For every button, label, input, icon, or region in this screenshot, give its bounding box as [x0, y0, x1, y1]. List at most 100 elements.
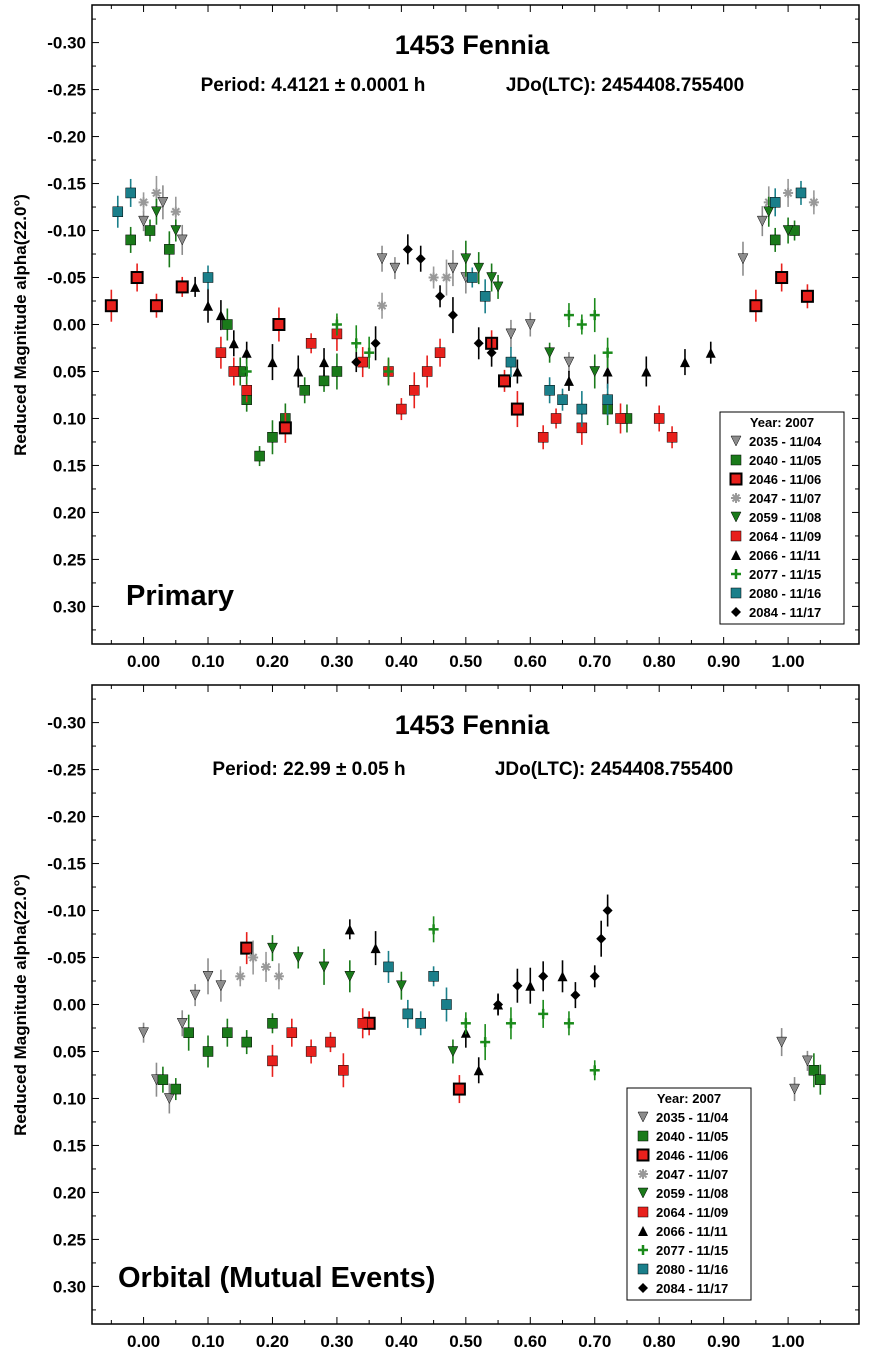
data-point	[512, 980, 523, 991]
data-point	[267, 942, 278, 954]
data-point	[138, 1027, 149, 1039]
data-point	[222, 319, 233, 330]
data-point	[235, 971, 246, 982]
epoch-label: JDo(LTC): 2454408.755400	[506, 75, 744, 96]
series-2080-11-16	[112, 178, 807, 428]
panel-label: Orbital (Mutual Events)	[118, 1262, 435, 1294]
data-point	[351, 338, 362, 349]
data-point	[486, 272, 498, 284]
x-tick-label: 0.20	[256, 1332, 289, 1351]
data-point	[808, 197, 819, 208]
data-point	[589, 1065, 600, 1076]
data-point	[602, 366, 613, 377]
data-point	[305, 338, 317, 349]
legend-marker	[730, 454, 742, 466]
series-2066-11-11	[344, 919, 568, 1084]
data-point	[130, 271, 144, 285]
data-point	[769, 234, 781, 246]
data-point	[467, 272, 478, 283]
data-point	[602, 394, 613, 405]
data-point	[240, 941, 254, 955]
data-point	[202, 1046, 214, 1057]
legend-entry-label: 2046 - 11/06	[749, 472, 821, 487]
data-point	[228, 338, 239, 349]
data-point	[241, 385, 252, 396]
y-axis-label: Reduced Magnitude alpha(22.0°)	[11, 874, 30, 1136]
data-point	[318, 375, 330, 387]
period-label: Period: 4.4121 ± 0.0001 h	[201, 75, 426, 96]
x-tick-label: 0.30	[320, 652, 353, 671]
data-point	[241, 366, 252, 377]
data-point	[151, 206, 162, 218]
data-point	[557, 394, 568, 405]
legend-marker	[638, 1169, 648, 1179]
y-tick-label: -0.15	[47, 855, 86, 874]
data-point	[596, 933, 607, 944]
period-label: Period: 22.99 ± 0.05 h	[212, 759, 405, 780]
data-point	[183, 1027, 194, 1038]
data-point	[428, 272, 439, 283]
data-point	[808, 1065, 820, 1076]
data-point	[170, 1083, 182, 1095]
x-tick-label: 1.00	[772, 652, 805, 671]
legend-marker	[636, 1148, 650, 1162]
y-tick-label: 0.20	[53, 1183, 86, 1202]
y-tick-label: 0.25	[53, 550, 86, 569]
data-point	[428, 971, 439, 982]
y-tick-label: -0.25	[47, 761, 86, 780]
data-point	[272, 318, 286, 331]
data-point	[415, 253, 426, 264]
legend-marker	[730, 435, 742, 447]
data-point	[215, 347, 227, 358]
x-tick-label: 0.70	[578, 652, 611, 671]
legend: Year: 2007 2035 - 11/04 2040 - 11/05 2046 -…	[719, 411, 845, 625]
legend-marker	[637, 1111, 649, 1123]
data-point	[763, 206, 775, 218]
legend-entry-label: 2040 - 11/05	[656, 1129, 728, 1144]
data-point	[370, 338, 381, 349]
y-tick-label: -0.25	[47, 81, 86, 100]
data-point	[278, 421, 292, 435]
data-point	[325, 1036, 336, 1048]
legend: Year: 2007 2035 - 11/04 2040 - 11/05 2046 -…	[626, 1087, 752, 1301]
legend-marker	[638, 1245, 648, 1255]
data-point	[641, 366, 652, 377]
legend-entry-label: 2084 - 11/17	[749, 605, 821, 620]
data-point	[679, 357, 690, 368]
data-point	[473, 338, 484, 349]
series-2047-11-07	[235, 940, 284, 990]
data-point	[749, 299, 763, 313]
data-point	[537, 432, 549, 443]
x-tick-label: 0.80	[643, 1332, 676, 1351]
data-point	[157, 1074, 169, 1085]
data-point	[112, 206, 124, 217]
data-point	[557, 971, 568, 982]
y-tick-label: -0.10	[47, 902, 86, 921]
data-point	[563, 356, 575, 368]
data-point	[305, 1046, 317, 1057]
data-point	[383, 961, 394, 973]
data-point	[248, 952, 259, 963]
legend-entry-label: 2035 - 11/04	[749, 434, 822, 449]
data-point	[370, 943, 381, 954]
data-point	[473, 262, 485, 274]
data-point	[261, 961, 272, 972]
data-point	[576, 319, 587, 330]
chart-title: 1453 Fennia	[395, 710, 551, 740]
data-point	[441, 999, 452, 1010]
data-point	[241, 347, 252, 358]
series-2035-11-04	[138, 958, 813, 1114]
data-point	[802, 1055, 813, 1067]
y-tick-label: 0.05	[53, 1042, 86, 1061]
x-tick-label: 0.00	[127, 652, 160, 671]
data-point	[357, 1018, 368, 1029]
data-point	[215, 980, 227, 992]
data-point	[563, 1018, 574, 1029]
legend-marker	[637, 1206, 649, 1218]
legend-marker	[729, 472, 743, 486]
x-tick-label: 0.20	[256, 652, 289, 671]
data-point	[267, 1018, 278, 1029]
legend-entry-label: 2047 - 11/07	[749, 491, 821, 506]
data-point	[769, 197, 781, 208]
data-point	[525, 980, 536, 991]
